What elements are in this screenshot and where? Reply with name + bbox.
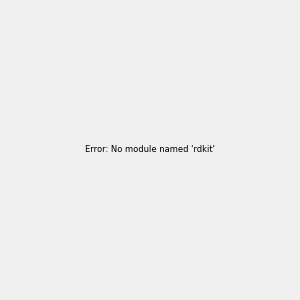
Text: Error: No module named 'rdkit': Error: No module named 'rdkit' bbox=[85, 146, 215, 154]
